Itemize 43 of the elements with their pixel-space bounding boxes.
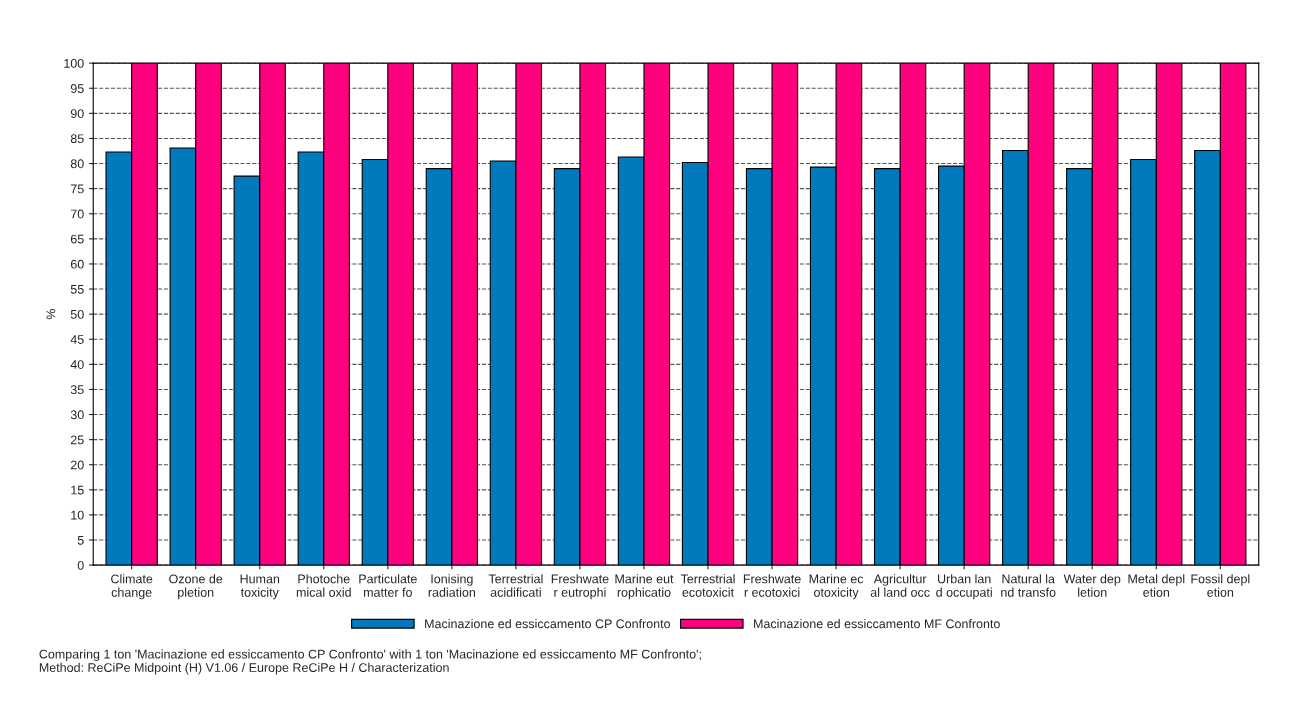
y-tick-label: 60 xyxy=(70,259,84,269)
x-tick-label: Ionising radiation xyxy=(428,574,476,597)
text: Comparing 1 ton 'Macinazione ed essiccamento CP Confronto' with 1 ton 'Macinazione ed essiccamento MF Confronto'; Method: ReCiPe Midpoint (H) V1.06 / Europe ReCiPe H / Characterization xyxy=(39,649,701,675)
x-tick-label: Climate change xyxy=(111,574,153,600)
y-tick-label: 95 xyxy=(70,84,84,93)
y-tick-label: 75 xyxy=(70,184,84,194)
y-tick-label: 70 xyxy=(70,209,84,219)
x-tick-label: Agricultur al land occ xyxy=(870,574,930,597)
x-tick-label: Fossil depl etion xyxy=(1191,574,1250,597)
y-tick-label: 65 xyxy=(70,234,84,244)
x-tick-label: Marine eut rophicatio xyxy=(615,574,674,600)
y-tick-label: 45 xyxy=(70,335,84,344)
x-tick-label: Ozone de pletion xyxy=(169,574,223,600)
x-tick-label: Water dep letion xyxy=(1063,574,1121,597)
y-tick-label: 5 xyxy=(77,535,84,545)
x-tick-label: Metal depl etion xyxy=(1128,574,1185,597)
y-tick-label: 100 xyxy=(64,58,84,68)
y-tick-label: 15 xyxy=(71,485,84,495)
y-tick-label: 80 xyxy=(70,159,84,169)
x-tick-label: Natural la nd transfo xyxy=(1001,574,1056,597)
legend-label: Macinazione ed essiccamento CP Confronto xyxy=(425,619,671,629)
y-tick-label: 85 xyxy=(70,134,84,144)
legend-label: Macinazione ed essiccamento MF Confronto xyxy=(754,619,1000,629)
y-tick-label: 30 xyxy=(70,410,84,420)
y-tick-label: 55 xyxy=(70,284,84,294)
x-tick-label: Urban lan d occupati xyxy=(936,574,992,600)
x-tick-label: Freshwate r ecotoxici xyxy=(743,574,801,597)
y-tick-label: 35 xyxy=(70,385,84,395)
x-tick-label: Photoche mical oxid xyxy=(296,574,351,597)
y-tick-label: 40 xyxy=(70,360,84,369)
y-tick-label: 25 xyxy=(70,435,84,445)
x-tick-label: Particulate matter fo xyxy=(359,574,417,597)
x-tick-label: Human toxicity xyxy=(240,574,280,600)
y-tick-label: 90 xyxy=(70,109,84,119)
x-tick-label: Terrestrial ecotoxicit xyxy=(680,574,735,597)
y-tick-label: 10 xyxy=(71,510,84,520)
x-tick-label: Terrestrial acidificati xyxy=(488,574,543,597)
x-tick-label: Marine ec otoxicity xyxy=(809,574,864,600)
y-tick-label: 20 xyxy=(70,460,84,470)
y-tick-label: 0 xyxy=(77,560,84,570)
y-tick-label: 50 xyxy=(70,309,84,319)
y-axis-title: % xyxy=(46,309,56,320)
x-tick-label: Freshwate r eutrophi xyxy=(551,574,609,600)
